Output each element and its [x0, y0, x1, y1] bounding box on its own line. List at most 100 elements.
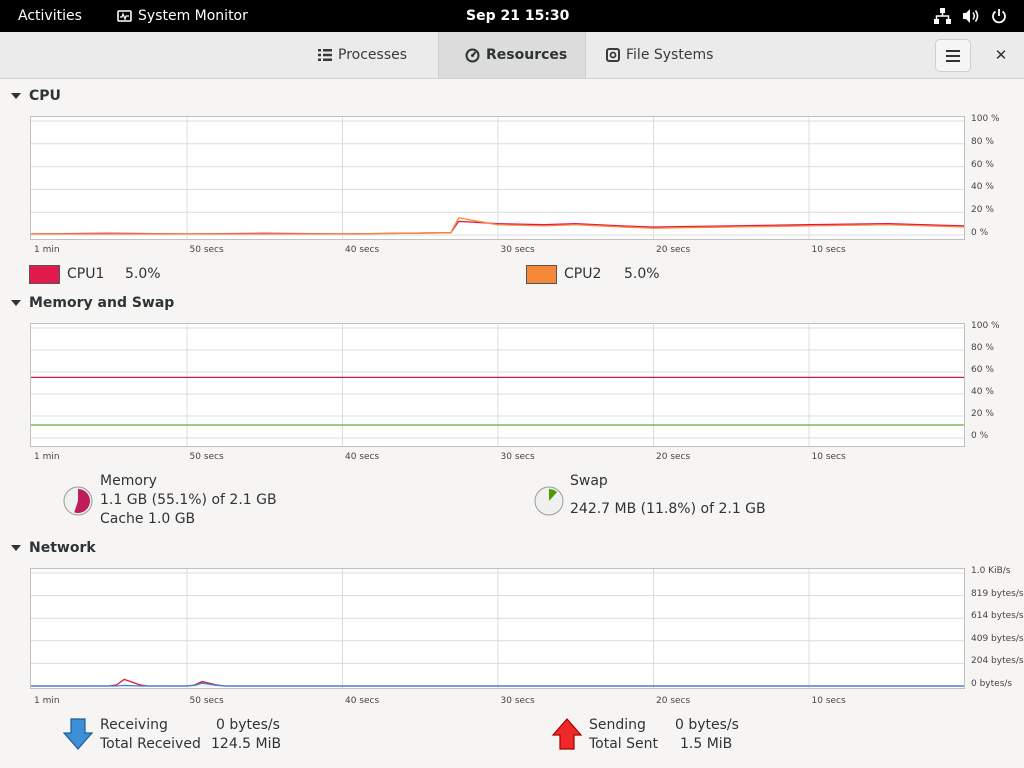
y-tick-label: 20 % — [971, 409, 994, 419]
network-graph — [30, 568, 965, 689]
x-tick-label: 10 secs — [811, 696, 846, 706]
volume-icon[interactable] — [962, 8, 980, 24]
y-tick-label: 80 % — [971, 343, 994, 353]
close-icon: ✕ — [994, 46, 1008, 64]
x-tick-label: 40 secs — [345, 696, 380, 706]
x-tick-label: 10 secs — [811, 245, 846, 255]
cpu1-label: CPU1 — [67, 266, 105, 282]
sending-line — [31, 682, 964, 687]
cpu-title: CPU — [29, 88, 61, 104]
cpu-section-header[interactable]: CPU — [11, 88, 61, 104]
receiving-value: 0 bytes/s — [216, 717, 280, 733]
y-tick-label: 100 % — [971, 114, 1000, 124]
tab-processes-label: Processes — [338, 47, 408, 63]
x-tick-label: 30 secs — [500, 452, 535, 462]
x-tick-label: 50 secs — [189, 245, 224, 255]
expander-arrow-icon — [11, 545, 21, 551]
x-tick-label: 50 secs — [189, 452, 224, 462]
y-tick-label: 40 % — [971, 182, 994, 193]
cpu2-line — [31, 217, 964, 235]
app-menu[interactable]: System Monitor — [117, 0, 248, 32]
swap-pie-slice — [549, 489, 558, 501]
x-tick-label: 40 secs — [345, 245, 380, 255]
total-sent-value: 1.5 MiB — [680, 736, 733, 752]
y-tick-label: 40 % — [971, 387, 994, 397]
upload-arrow-icon — [552, 718, 582, 750]
expander-arrow-icon — [11, 93, 21, 99]
y-tick-label: 204 bytes/s — [971, 656, 1024, 667]
download-arrow-icon — [63, 718, 93, 750]
receiving-label: Receiving — [100, 717, 168, 733]
sending-value: 0 bytes/s — [675, 717, 739, 733]
close-button[interactable]: ✕ — [985, 39, 1017, 72]
y-tick-label: 409 bytes/s — [971, 633, 1024, 644]
tab-file-systems-label: File Systems — [626, 47, 714, 63]
tab-resources-label: Resources — [486, 47, 568, 63]
x-tick-label: 1 min — [34, 452, 60, 462]
memory-value: 1.1 GB (55.1%) of 2.1 GB — [100, 492, 277, 508]
y-tick-label: 60 % — [971, 159, 994, 170]
swap-pie-icon[interactable] — [533, 485, 565, 517]
memory-cache: Cache 1.0 GB — [100, 511, 196, 527]
y-tick-label: 1.0 KiB/s — [971, 566, 1011, 576]
x-tick-label: 1 min — [34, 245, 60, 255]
tab-file-systems[interactable]: File Systems — [606, 32, 713, 78]
header-bar: Processes Resources File Systems ✕ — [0, 32, 1024, 79]
x-tick-label: 30 secs — [500, 245, 535, 255]
cpu2-color-swatch[interactable] — [526, 265, 557, 284]
activities-button[interactable]: Activities — [18, 8, 82, 24]
file-systems-icon — [606, 48, 620, 62]
cpu-graph — [30, 116, 965, 240]
processes-icon — [318, 49, 332, 61]
x-tick-label: 20 secs — [656, 245, 691, 255]
main-menu-button[interactable] — [935, 39, 971, 72]
swap-value: 242.7 MB (11.8%) of 2.1 GB — [570, 501, 766, 517]
y-tick-label: 100 % — [971, 321, 1000, 331]
x-tick-label: 40 secs — [345, 452, 380, 462]
x-tick-label: 20 secs — [656, 452, 691, 462]
y-tick-label: 0 % — [971, 228, 989, 238]
y-tick-label: 20 % — [971, 205, 994, 216]
y-tick-label: 614 bytes/s — [971, 611, 1024, 622]
cpu1-value: 5.0% — [125, 266, 161, 282]
app-name: System Monitor — [138, 8, 248, 24]
x-tick-label: 20 secs — [656, 696, 691, 706]
cpu2-value: 5.0% — [624, 266, 660, 282]
cpu2-label: CPU2 — [564, 266, 602, 282]
power-icon[interactable] — [991, 8, 1007, 24]
memory-graph — [30, 323, 965, 447]
x-tick-label: 30 secs — [500, 696, 535, 706]
cpu1-color-swatch[interactable] — [29, 265, 60, 284]
memory-section-header[interactable]: Memory and Swap — [11, 295, 174, 311]
y-tick-label: 819 bytes/s — [971, 588, 1024, 599]
tab-resources[interactable]: Resources — [438, 32, 586, 78]
network-section-header[interactable]: Network — [11, 540, 96, 556]
x-tick-label: 1 min — [34, 696, 60, 706]
memory-label: Memory — [100, 473, 157, 489]
network-icon[interactable] — [934, 8, 951, 24]
y-tick-label: 0 % — [971, 431, 989, 441]
x-tick-label: 10 secs — [811, 452, 846, 462]
total-sent-label: Total Sent — [589, 736, 659, 752]
graph-canvas — [31, 324, 964, 446]
y-tick-label: 80 % — [971, 136, 994, 147]
sending-label: Sending — [589, 717, 646, 733]
memory-title: Memory and Swap — [29, 295, 175, 311]
clock[interactable]: Sep 21 15:30 — [466, 8, 570, 24]
expander-arrow-icon — [11, 300, 21, 306]
swap-label: Swap — [570, 473, 608, 489]
memory-pie-icon[interactable] — [62, 485, 94, 517]
hamburger-icon — [946, 50, 960, 62]
memory-pie-slice — [74, 489, 90, 513]
graph-canvas — [31, 117, 964, 239]
y-tick-label: 60 % — [971, 365, 994, 375]
system-monitor-icon — [117, 9, 132, 22]
total-received-value: 124.5 MiB — [211, 736, 282, 752]
graph-canvas — [31, 569, 964, 688]
resources-icon — [465, 48, 480, 62]
tab-processes[interactable]: Processes — [318, 32, 407, 78]
y-tick-label: 0 bytes/s — [971, 679, 1013, 689]
top-bar: Activities System Monitor Sep 21 15:30 — [0, 0, 1024, 32]
x-tick-label: 50 secs — [189, 696, 224, 706]
network-title: Network — [29, 540, 96, 556]
